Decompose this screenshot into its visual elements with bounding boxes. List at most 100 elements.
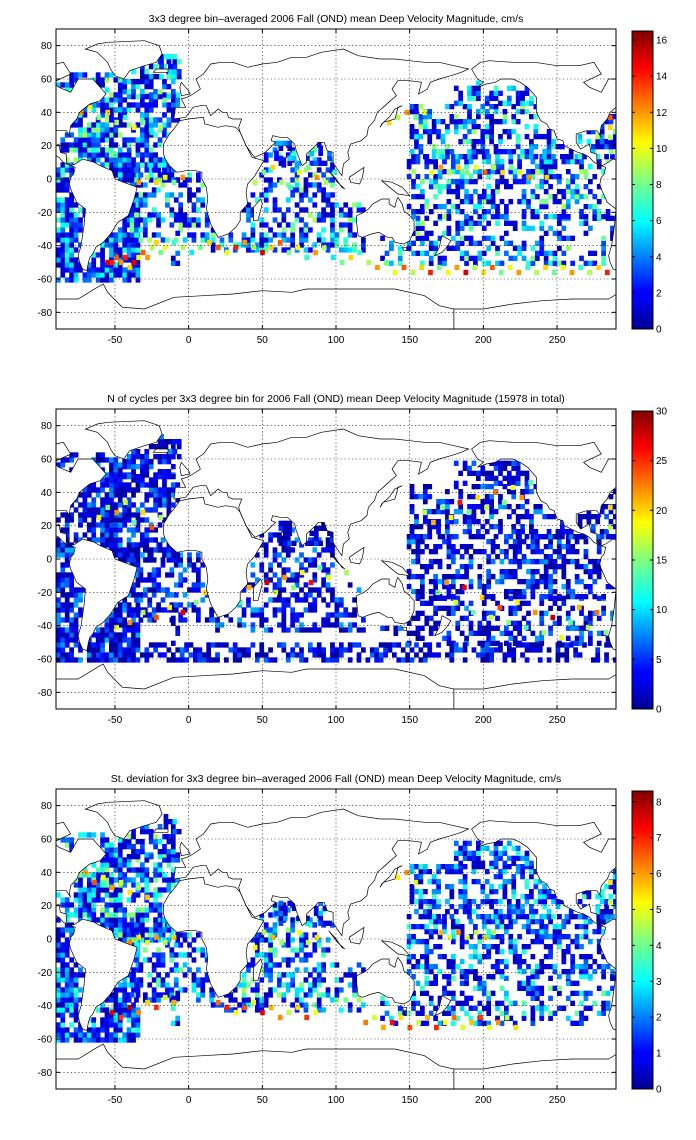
data-cell — [113, 652, 119, 658]
data-cell — [160, 932, 166, 938]
data-cell — [129, 917, 135, 923]
data-cell — [498, 642, 503, 648]
data-cell — [548, 579, 553, 585]
data-cell — [135, 592, 141, 598]
data-cell — [299, 597, 304, 603]
data-cell — [411, 630, 416, 636]
colorbar-tick-label: 15 — [656, 556, 668, 567]
data-cell — [69, 172, 74, 178]
data-cell — [515, 519, 521, 525]
data-cell — [588, 569, 593, 575]
data-cell — [69, 512, 74, 518]
data-cell — [117, 272, 123, 278]
data-cell — [424, 164, 430, 170]
data-cell — [100, 897, 105, 903]
data-cell — [100, 482, 105, 488]
data-cell — [64, 547, 70, 553]
data-cell — [455, 209, 461, 215]
data-cell — [568, 642, 574, 648]
data-cell — [322, 920, 328, 926]
data-cell — [486, 610, 492, 616]
data-cell — [144, 147, 150, 153]
data-cell — [325, 937, 331, 943]
data-cell — [308, 562, 313, 568]
data-cell — [170, 557, 176, 563]
data-cell — [104, 542, 110, 548]
data-cell — [78, 872, 83, 878]
data-cell — [473, 189, 478, 195]
data-cell — [129, 232, 135, 238]
data-cell — [126, 272, 132, 278]
data-cell — [277, 582, 282, 588]
data-cell — [499, 574, 505, 580]
data-cell — [555, 642, 561, 648]
data-cell — [486, 184, 492, 190]
data-cell — [592, 564, 598, 570]
data-cell — [64, 197, 70, 203]
data-cell — [431, 149, 437, 155]
data-cell — [126, 217, 132, 223]
data-cell — [91, 272, 97, 278]
data-cell — [464, 260, 469, 266]
data-cell — [237, 657, 242, 663]
data-cell — [520, 154, 525, 160]
data-cell — [151, 577, 157, 583]
data-cell — [586, 509, 592, 515]
data-cell — [529, 154, 534, 160]
data-cell — [433, 159, 438, 165]
data-cell — [361, 237, 366, 243]
data-cell — [129, 212, 135, 218]
data-cell — [162, 472, 167, 478]
data-cell — [166, 172, 172, 178]
data-cell — [278, 910, 284, 916]
data-cell — [411, 159, 416, 165]
data-cell — [318, 150, 324, 156]
data-cell — [418, 647, 424, 653]
data-cell — [343, 647, 349, 653]
data-cell — [153, 472, 158, 478]
data-cell — [117, 487, 123, 493]
data-cell — [175, 482, 181, 488]
data-cell — [610, 985, 615, 991]
data-cell — [605, 1005, 611, 1011]
data-cell — [91, 1037, 97, 1043]
data-cell — [122, 1002, 128, 1008]
data-cell — [604, 642, 609, 648]
data-cell — [126, 557, 132, 563]
data-cell — [290, 622, 296, 628]
data-cell — [73, 1002, 79, 1008]
data-cell — [490, 990, 496, 996]
data-cell — [134, 957, 139, 963]
data-cell — [113, 847, 119, 853]
data-cell — [129, 162, 135, 168]
data-cell — [175, 250, 181, 256]
data-cell — [457, 499, 463, 506]
data-cell — [325, 537, 331, 543]
data-cell — [411, 924, 416, 930]
data-cell — [144, 102, 150, 108]
data-cell — [498, 524, 503, 530]
data-cell — [308, 627, 313, 633]
data-cell — [268, 912, 273, 918]
data-cell — [287, 140, 293, 146]
data-cell — [446, 230, 452, 236]
data-cell — [477, 199, 483, 205]
data-cell — [176, 74, 182, 80]
data-cell — [135, 242, 141, 248]
data-cell — [290, 902, 296, 908]
data-cell — [380, 1000, 385, 1006]
data-cell — [129, 977, 135, 983]
data-cell — [347, 612, 353, 618]
data-cell — [445, 519, 450, 525]
data-cell — [316, 1007, 322, 1013]
data-cell — [113, 232, 119, 238]
data-cell — [69, 587, 74, 593]
data-cell — [534, 1005, 540, 1011]
data-cell — [312, 547, 318, 553]
data-cell — [166, 497, 172, 503]
data-cell — [498, 90, 503, 96]
data-cell — [517, 539, 522, 545]
data-cell — [175, 552, 181, 558]
data-cell — [126, 212, 132, 218]
data-cell — [113, 902, 119, 908]
